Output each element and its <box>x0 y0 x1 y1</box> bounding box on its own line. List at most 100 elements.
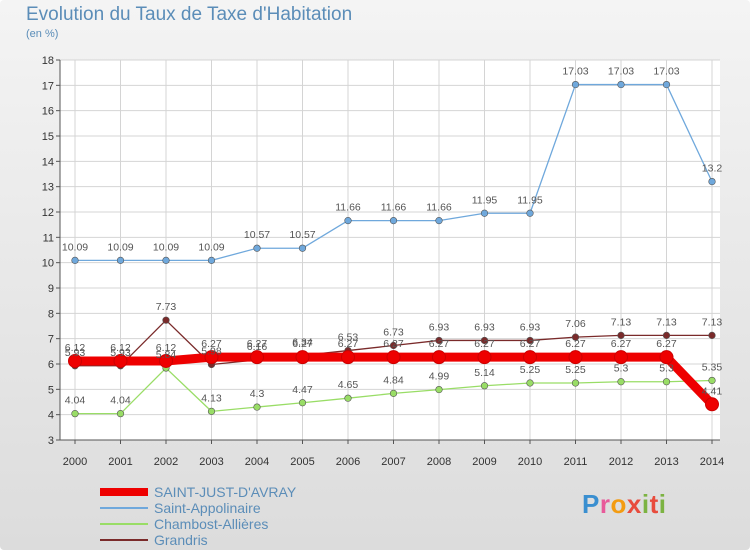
data-label: 17.03 <box>608 66 634 78</box>
data-point <box>116 256 125 264</box>
data-label: 6.12 <box>65 342 86 354</box>
data-label: 5.84 <box>156 349 177 361</box>
x-tick-label: 2005 <box>290 456 314 468</box>
chart-unit-label: (en %) <box>26 28 59 40</box>
data-point <box>526 379 534 387</box>
data-point <box>432 350 446 365</box>
data-label: 11.95 <box>517 194 543 206</box>
legend-label: Chambost-Allières <box>154 516 269 532</box>
data-label: 11.66 <box>335 202 361 214</box>
data-point <box>662 378 671 386</box>
data-label: 4.13 <box>201 392 222 404</box>
legend-swatch <box>100 507 148 509</box>
y-tick-label: 11 <box>43 232 54 244</box>
data-label: 5.93 <box>110 347 131 359</box>
data-label: 6.93 <box>520 321 541 333</box>
y-tick-label: 6 <box>48 359 54 371</box>
data-point <box>708 178 716 186</box>
data-label: 17.03 <box>653 66 679 78</box>
legend-item: SAINT-JUST-D'AVRAY <box>100 484 296 500</box>
data-label: 6.53 <box>338 332 359 344</box>
data-label: 4.99 <box>429 371 450 383</box>
data-label: 6.34 <box>292 336 313 348</box>
data-label: 10.09 <box>153 241 179 253</box>
proxiti-logo: Proxiti <box>582 489 667 519</box>
data-label: 6.27 <box>474 338 495 350</box>
legend-swatch <box>100 539 148 541</box>
y-tick-label: 16 <box>42 106 54 118</box>
y-tick-label: 8 <box>48 308 54 320</box>
y-tick-label: 14 <box>42 156 54 168</box>
legend-label: Saint-Appolinaire <box>154 500 261 516</box>
data-label: 4.3 <box>250 388 265 400</box>
data-label: 5.3 <box>659 363 674 375</box>
legend-item: Grandris <box>100 532 296 548</box>
data-point <box>662 80 671 89</box>
data-label: 10.57 <box>244 229 270 241</box>
data-label: 6.27 <box>338 338 359 350</box>
plot-area <box>60 60 720 440</box>
data-label: 6.93 <box>429 321 450 333</box>
data-label: 4.04 <box>65 395 86 407</box>
data-label: 6.12 <box>110 342 131 354</box>
x-tick-label: 2000 <box>63 456 87 468</box>
data-label: 7.13 <box>702 316 723 328</box>
data-point <box>71 410 79 418</box>
x-tick-label: 2003 <box>199 456 223 468</box>
data-point <box>389 389 398 397</box>
data-point <box>477 350 492 365</box>
data-point <box>344 394 352 402</box>
data-point <box>571 333 580 341</box>
data-point <box>526 336 534 345</box>
data-point <box>708 331 716 339</box>
x-tick-label: 2007 <box>381 456 405 468</box>
data-point <box>571 80 580 89</box>
data-point <box>708 376 716 385</box>
data-label: 5.35 <box>702 361 723 373</box>
data-point <box>162 316 170 324</box>
data-label: 11.66 <box>381 202 407 214</box>
data-point <box>253 403 261 411</box>
data-label: 5.25 <box>565 364 586 376</box>
data-point <box>253 244 261 252</box>
y-tick-label: 12 <box>42 207 54 219</box>
legend-item: Chambost-Allières <box>100 516 296 532</box>
data-label: 4.41 <box>702 385 723 397</box>
x-tick-label: 2004 <box>245 456 269 468</box>
data-label: 10.09 <box>107 241 133 253</box>
data-point <box>207 256 216 264</box>
data-label: 6.27 <box>656 338 677 350</box>
data-label: 6.27 <box>292 338 313 350</box>
data-point <box>571 379 580 387</box>
data-point <box>71 256 79 264</box>
y-tick-label: 17 <box>42 80 54 92</box>
data-point <box>617 331 625 339</box>
data-label: 17.03 <box>562 66 588 78</box>
legend-swatch <box>100 523 148 525</box>
data-label: 10.09 <box>62 241 88 253</box>
data-point <box>662 331 671 339</box>
data-point <box>389 341 398 350</box>
x-tick-label: 2011 <box>564 456 588 468</box>
data-label: 11.95 <box>472 194 498 206</box>
data-point <box>204 350 219 365</box>
y-tick-label: 3 <box>48 435 54 447</box>
y-tick-label: 5 <box>48 384 54 396</box>
data-point <box>159 353 173 368</box>
data-label: 7.13 <box>656 316 677 328</box>
data-label: 4.04 <box>110 395 131 407</box>
data-label: 6.27 <box>565 338 586 350</box>
data-label: 6.12 <box>156 342 177 354</box>
data-label: 11.66 <box>426 202 452 214</box>
data-label: 4.65 <box>338 379 359 391</box>
data-label: 6.27 <box>520 338 541 350</box>
chart-title: Evolution du Taux de Taxe d'Habitation <box>26 4 353 25</box>
data-point <box>659 350 674 365</box>
data-label: 6.27 <box>429 338 450 350</box>
x-tick-label: 2014 <box>700 456 724 468</box>
y-tick-label: 15 <box>42 131 54 143</box>
data-point <box>480 382 489 390</box>
data-label: 6.27 <box>201 338 222 350</box>
